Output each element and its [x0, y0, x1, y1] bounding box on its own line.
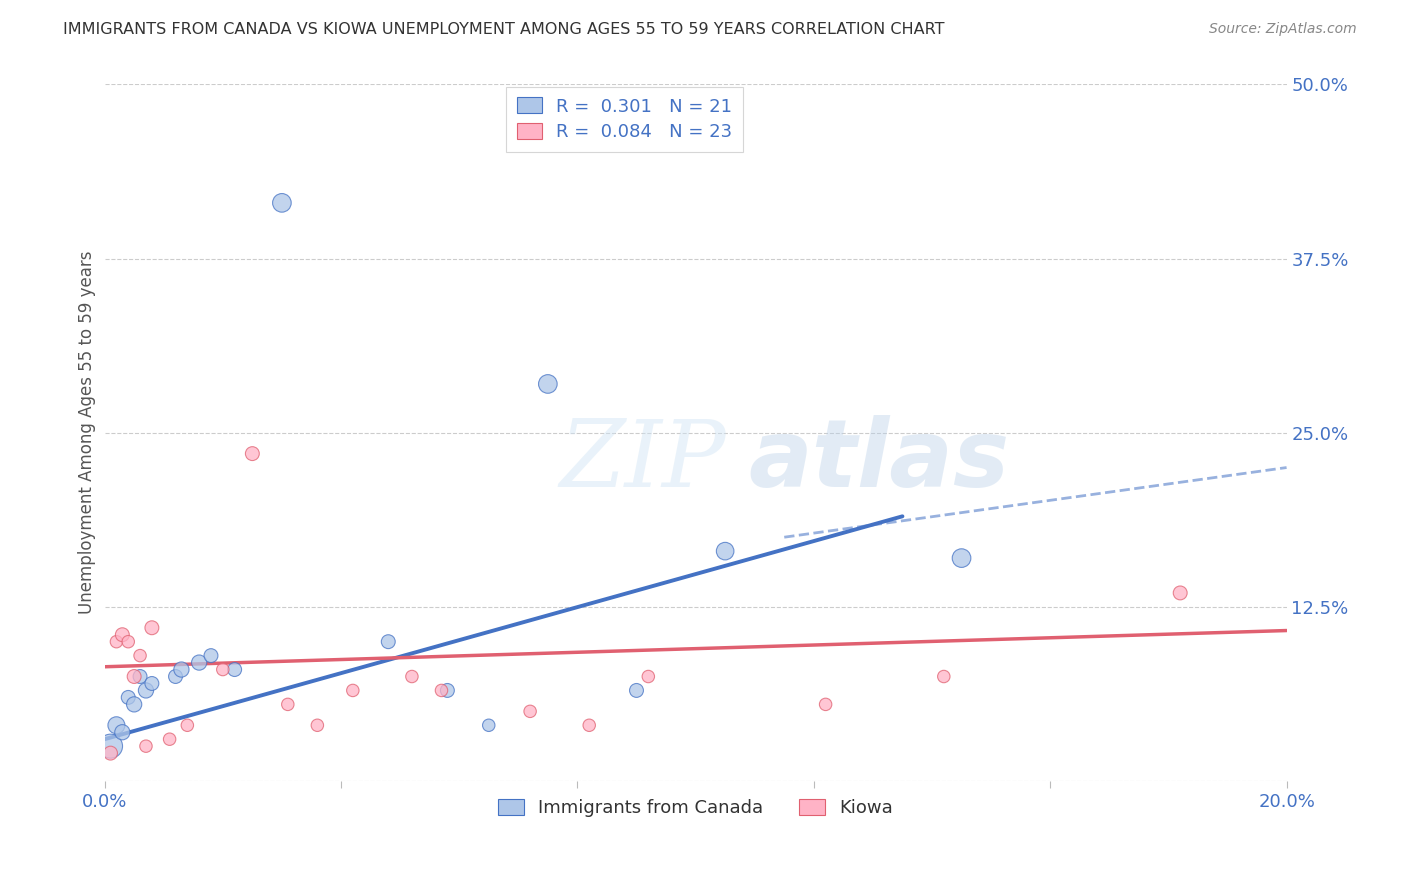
Point: [342, 683, 364, 698]
Point: [100, 739, 122, 754]
Point: [950, 551, 973, 566]
Point: [129, 648, 152, 663]
Point: [814, 698, 837, 712]
Point: [211, 663, 233, 677]
Point: [200, 648, 222, 663]
Point: [135, 683, 157, 698]
Point: [277, 698, 299, 712]
Point: [170, 663, 193, 677]
Point: [626, 683, 648, 698]
Point: [537, 376, 560, 391]
Point: [637, 669, 659, 683]
Point: [270, 195, 292, 210]
Point: [377, 634, 399, 648]
Y-axis label: Unemployment Among Ages 55 to 59 years: Unemployment Among Ages 55 to 59 years: [79, 251, 96, 615]
Point: [224, 663, 246, 677]
Text: IMMIGRANTS FROM CANADA VS KIOWA UNEMPLOYMENT AMONG AGES 55 TO 59 YEARS CORRELATI: IMMIGRANTS FROM CANADA VS KIOWA UNEMPLOY…: [63, 22, 945, 37]
Point: [307, 718, 329, 732]
Text: Source: ZipAtlas.com: Source: ZipAtlas.com: [1209, 22, 1357, 37]
Text: atlas: atlas: [749, 415, 1010, 507]
Point: [932, 669, 955, 683]
Point: [100, 746, 122, 760]
Point: [436, 683, 458, 698]
Point: [141, 676, 163, 690]
Point: [188, 656, 211, 670]
Point: [401, 669, 423, 683]
Point: [129, 669, 152, 683]
Point: [122, 698, 145, 712]
Point: [176, 718, 198, 732]
Legend: Immigrants from Canada, Kiowa: Immigrants from Canada, Kiowa: [491, 791, 900, 824]
Point: [430, 683, 453, 698]
Point: [111, 628, 134, 642]
Point: [122, 669, 145, 683]
Point: [159, 732, 181, 747]
Point: [141, 621, 163, 635]
Point: [1168, 586, 1191, 600]
Point: [240, 447, 263, 461]
Point: [105, 634, 128, 648]
Point: [714, 544, 737, 558]
Text: ZIP: ZIP: [560, 416, 727, 506]
Point: [117, 690, 139, 705]
Point: [105, 718, 128, 732]
Point: [117, 634, 139, 648]
Point: [111, 725, 134, 739]
Point: [165, 669, 187, 683]
Point: [478, 718, 501, 732]
Point: [135, 739, 157, 754]
Point: [578, 718, 600, 732]
Point: [519, 704, 541, 718]
